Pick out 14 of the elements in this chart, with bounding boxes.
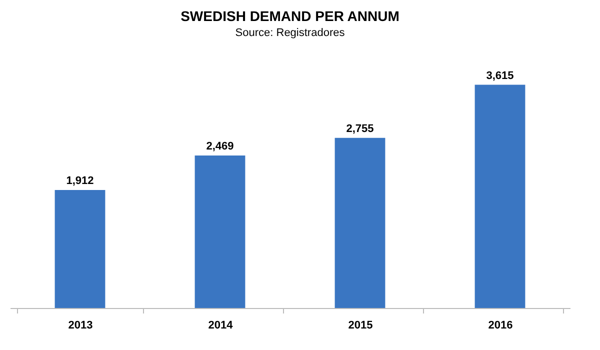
x-tick-label: 2013 [68,320,93,332]
data-label: 2,469 [206,140,234,153]
bar [54,190,106,308]
bar [334,138,386,308]
chart-title: SWEDISH DEMAND PER ANNUM [180,8,400,24]
x-tick-label: 2015 [348,320,373,332]
data-label: 2,755 [346,122,374,135]
chart-subtitle: Source: Registradores [235,27,346,39]
x-tick-label: 2014 [208,320,234,332]
x-tick-label: 2016 [488,320,513,332]
data-label: 3,615 [486,70,514,82]
data-label: 1,912 [66,174,94,187]
bar [194,156,246,308]
bar [474,84,526,308]
